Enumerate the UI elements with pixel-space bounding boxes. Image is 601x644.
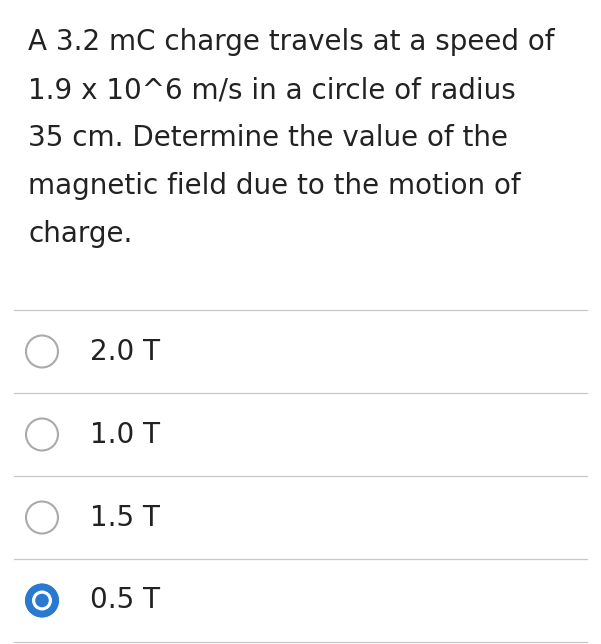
Circle shape: [32, 591, 51, 610]
Text: 1.9 x 10^6 m/s in a circle of radius: 1.9 x 10^6 m/s in a circle of radius: [28, 76, 516, 104]
Text: 1.0 T: 1.0 T: [90, 421, 160, 448]
Circle shape: [26, 585, 58, 616]
Text: 2.0 T: 2.0 T: [90, 337, 160, 366]
Text: 1.5 T: 1.5 T: [90, 504, 160, 531]
Text: charge.: charge.: [28, 220, 132, 248]
Text: 35 cm. Determine the value of the: 35 cm. Determine the value of the: [28, 124, 508, 152]
Text: 0.5 T: 0.5 T: [90, 587, 160, 614]
Text: magnetic field due to the motion of: magnetic field due to the motion of: [28, 172, 520, 200]
Circle shape: [36, 594, 48, 607]
Text: A 3.2 mC charge travels at a speed of: A 3.2 mC charge travels at a speed of: [28, 28, 555, 56]
